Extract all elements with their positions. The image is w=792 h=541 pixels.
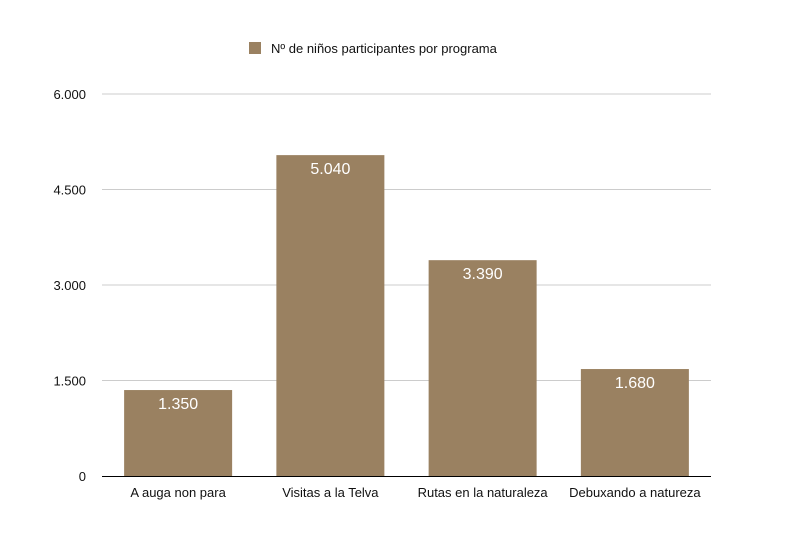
x-tick-label: A auga non para: [130, 485, 226, 500]
y-axis-ticks: 0 1.500 3.000 4.500 6.000: [53, 87, 86, 484]
legend-entry: Nº de niños participantes por programa: [271, 41, 498, 56]
bar: [276, 155, 385, 476]
y-tick-label: 1.500: [53, 374, 86, 389]
bar: [124, 390, 233, 476]
legend-swatch: [249, 42, 261, 54]
bar: [580, 369, 689, 476]
x-tick-label: Rutas en la naturaleza: [418, 485, 549, 500]
legend: Nº de niños participantes por programa: [249, 41, 498, 56]
y-tick-label: 4.500: [53, 183, 86, 198]
y-tick-label: 3.000: [53, 278, 86, 293]
bar-value-label: 5.040: [310, 161, 350, 178]
x-tick-label: Debuxando a natureza: [569, 485, 701, 500]
bars: [124, 155, 689, 476]
y-tick-label: 0: [79, 469, 86, 484]
gridlines: [102, 93, 711, 381]
bar: [428, 260, 537, 476]
x-tick-label: Visitas a la Telva: [282, 485, 379, 500]
bar-value-label: 1.680: [615, 375, 655, 392]
bar-value-label: 1.350: [158, 396, 198, 413]
y-tick-label: 6.000: [53, 87, 86, 102]
bar-value-label: 3.390: [463, 266, 503, 283]
value-labels: 1.350 5.040 3.390 1.680: [158, 161, 655, 413]
x-axis-labels: A auga non para Visitas a la Telva Rutas e…: [130, 485, 701, 500]
